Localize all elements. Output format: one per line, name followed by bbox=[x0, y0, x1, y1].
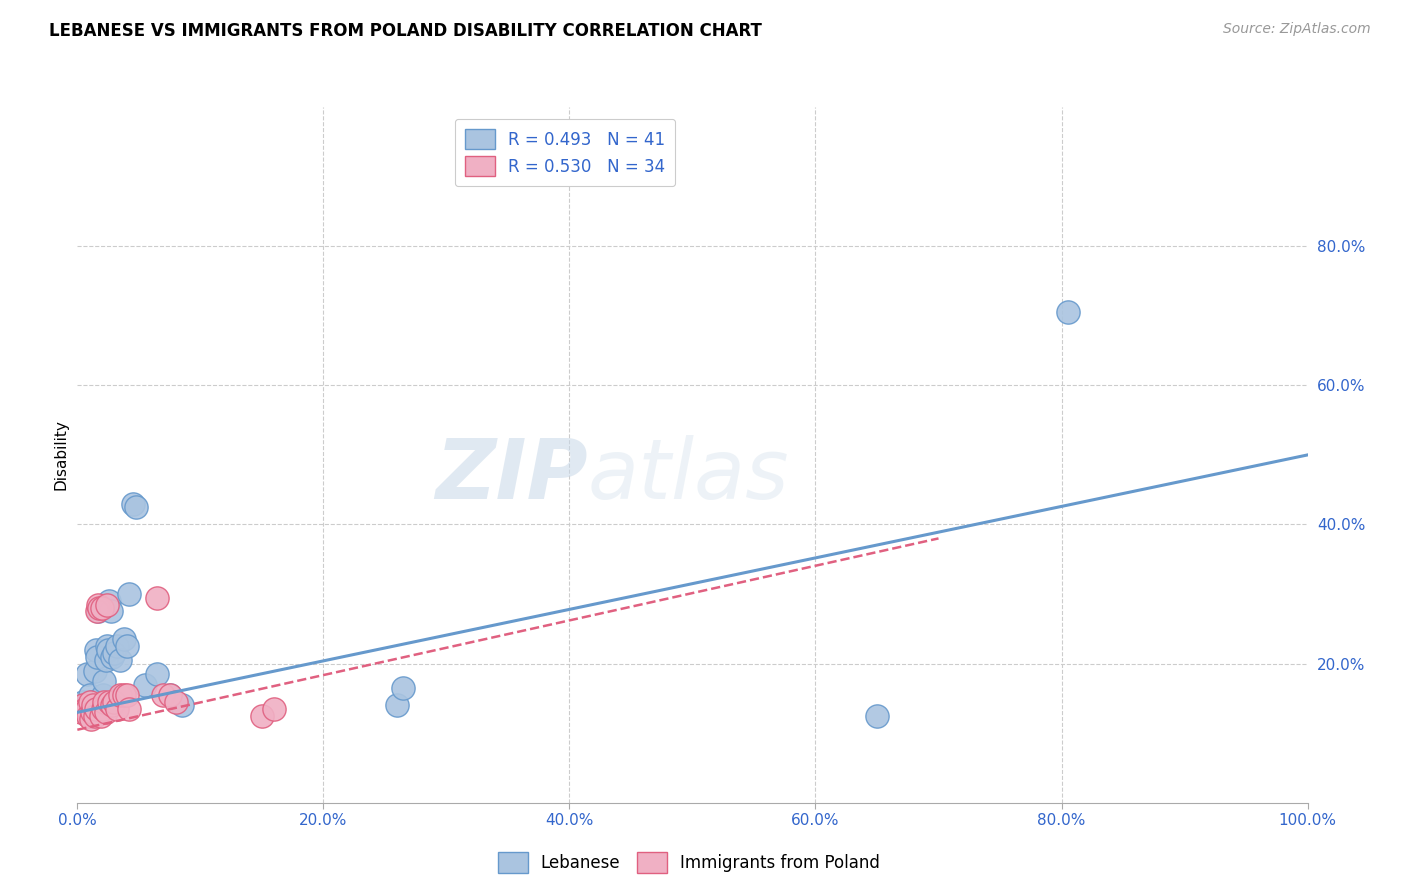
Point bbox=[90, 601, 114, 615]
Point bbox=[385, 698, 409, 713]
Point bbox=[94, 653, 117, 667]
Point bbox=[1056, 305, 1078, 319]
Text: LEBANESE VS IMMIGRANTS FROM POLAND DISABILITY CORRELATION CHART: LEBANESE VS IMMIGRANTS FROM POLAND DISAB… bbox=[49, 22, 762, 40]
Point bbox=[76, 667, 98, 681]
Point bbox=[115, 639, 138, 653]
Point bbox=[84, 702, 107, 716]
Point bbox=[82, 695, 104, 709]
Point bbox=[121, 497, 143, 511]
Point bbox=[73, 702, 96, 716]
Point bbox=[73, 706, 96, 720]
Point bbox=[101, 649, 124, 664]
Point bbox=[83, 708, 105, 723]
Point bbox=[75, 698, 97, 713]
Point bbox=[77, 708, 100, 723]
Point bbox=[159, 688, 181, 702]
Point bbox=[105, 639, 128, 653]
Point bbox=[103, 646, 125, 660]
Point bbox=[250, 708, 273, 723]
Point bbox=[90, 698, 112, 713]
Point bbox=[146, 591, 169, 605]
Point bbox=[118, 702, 141, 716]
Point bbox=[125, 500, 148, 514]
Point bbox=[87, 598, 110, 612]
Point bbox=[86, 605, 108, 619]
Point bbox=[89, 702, 111, 716]
Point bbox=[115, 688, 138, 702]
Point bbox=[90, 702, 114, 716]
Point bbox=[866, 708, 889, 723]
Legend: Lebanese, Immigrants from Poland: Lebanese, Immigrants from Poland bbox=[491, 846, 887, 880]
Point bbox=[72, 698, 94, 713]
Point bbox=[83, 664, 105, 678]
Point bbox=[76, 702, 98, 716]
Point bbox=[112, 632, 135, 647]
Y-axis label: Disability: Disability bbox=[53, 419, 69, 491]
Point bbox=[77, 706, 100, 720]
Point bbox=[118, 587, 141, 601]
Point bbox=[100, 605, 122, 619]
Point bbox=[263, 702, 285, 716]
Point bbox=[159, 688, 181, 702]
Point bbox=[70, 706, 93, 720]
Point bbox=[112, 688, 135, 702]
Point bbox=[89, 601, 111, 615]
Point bbox=[98, 695, 121, 709]
Point bbox=[79, 688, 101, 702]
Point bbox=[134, 677, 156, 691]
Point bbox=[101, 698, 124, 713]
Point bbox=[93, 695, 115, 709]
Point bbox=[110, 688, 132, 702]
Text: ZIP: ZIP bbox=[436, 435, 588, 516]
Point bbox=[98, 594, 121, 608]
Point bbox=[86, 649, 108, 664]
Point bbox=[97, 642, 120, 657]
Point bbox=[103, 695, 125, 709]
Point bbox=[392, 681, 415, 695]
Point bbox=[110, 653, 132, 667]
Point bbox=[79, 695, 101, 709]
Point bbox=[84, 642, 107, 657]
Point bbox=[91, 702, 114, 716]
Point bbox=[105, 702, 128, 716]
Point bbox=[80, 708, 103, 723]
Point bbox=[94, 706, 117, 720]
Text: Source: ZipAtlas.com: Source: ZipAtlas.com bbox=[1223, 22, 1371, 37]
Point bbox=[91, 688, 114, 702]
Point bbox=[146, 667, 169, 681]
Point bbox=[96, 598, 118, 612]
Point bbox=[80, 712, 103, 726]
Point bbox=[82, 698, 104, 713]
Text: atlas: atlas bbox=[588, 435, 790, 516]
Point bbox=[152, 688, 174, 702]
Point bbox=[70, 702, 93, 716]
Point bbox=[87, 605, 110, 619]
Legend: R = 0.493   N = 41, R = 0.530   N = 34: R = 0.493 N = 41, R = 0.530 N = 34 bbox=[454, 119, 675, 186]
Point bbox=[82, 702, 104, 716]
Point bbox=[93, 674, 115, 689]
Point bbox=[82, 706, 104, 720]
Point bbox=[165, 695, 187, 709]
Point bbox=[96, 639, 118, 653]
Point bbox=[170, 698, 193, 713]
Point bbox=[90, 708, 112, 723]
Point bbox=[72, 695, 94, 709]
